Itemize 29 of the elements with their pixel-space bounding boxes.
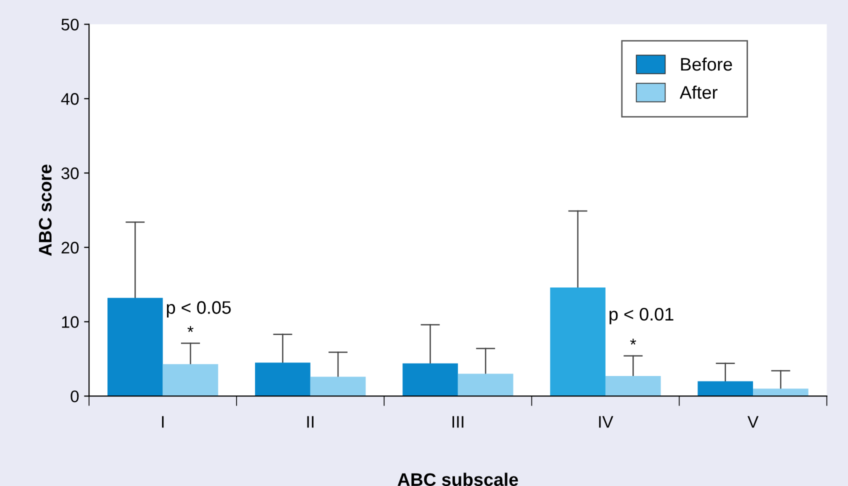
y-tick-label: 20 [62,242,79,254]
annotation: * [630,338,636,345]
x-tick-label: III [452,416,464,428]
bar [255,362,310,396]
bar [310,376,366,396]
bar [162,364,218,396]
bar [550,288,606,396]
y-tick-label: 0 [70,390,79,402]
bar [753,388,808,396]
y-tick-label: 30 [61,167,79,180]
x-tick-label: IV [599,416,614,428]
x-tick-label: I [162,416,164,428]
x-axis-title: ABC subscale [398,472,518,486]
annotation: p < 0.05 [166,301,231,318]
annotation: p < 0.01 [610,308,674,324]
y-axis-title: ABC score [38,164,52,256]
legend-label: Before [681,57,732,71]
y-tick-label: 40 [61,93,79,105]
bar [605,376,661,396]
y-tick-label: 50 [61,18,79,31]
y-tick-label: 10 [62,316,79,328]
bar [107,298,163,396]
x-tick-label: II [307,416,314,428]
x-tick-label: V [748,416,759,428]
annotation: * [188,326,194,332]
legend-label: After [680,86,718,99]
bar [458,374,514,396]
bar [698,381,754,396]
bar [402,363,458,396]
